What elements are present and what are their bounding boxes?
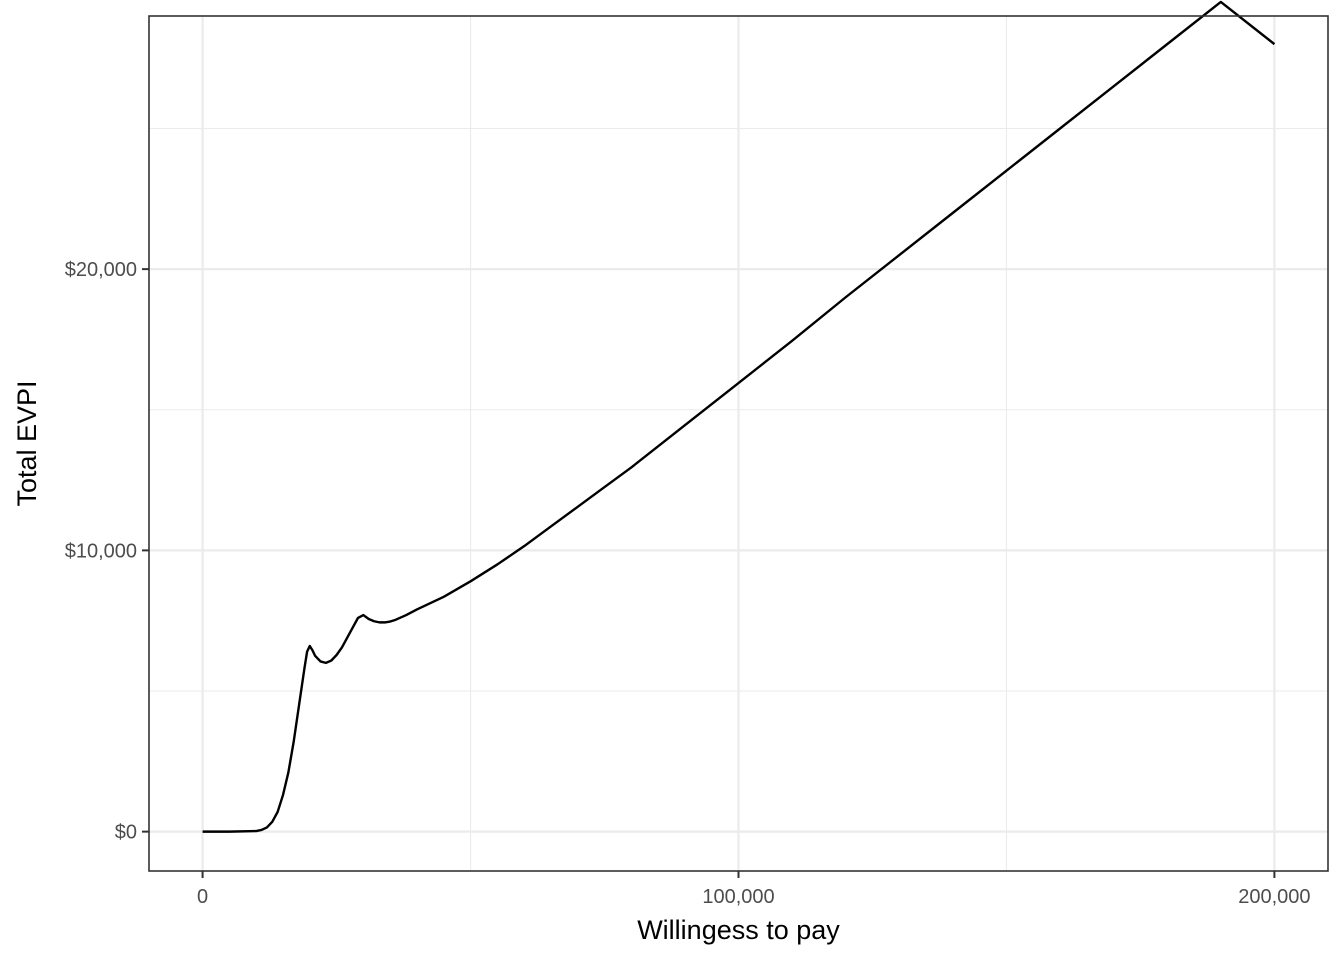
axis-tick-labels: 0 100,000 200,000 $0 $10,000 $20,000 (65, 259, 1311, 908)
x-tick-label: 0 (197, 886, 208, 908)
series-line (202, 0, 1276, 833)
series-layer (202, 0, 1276, 833)
y-tick-label: $0 (115, 822, 137, 844)
y-axis-title: Total EVPI (12, 380, 42, 506)
x-tick-label: 100,000 (702, 886, 774, 908)
y-tick-label: $20,000 (65, 259, 137, 281)
y-tick-label: $10,000 (65, 540, 137, 562)
x-tick-label: 200,000 (1238, 886, 1310, 908)
grid-lines (149, 16, 1328, 871)
axis-ticks (142, 268, 1276, 878)
x-axis-title: Willingess to pay (637, 915, 840, 945)
